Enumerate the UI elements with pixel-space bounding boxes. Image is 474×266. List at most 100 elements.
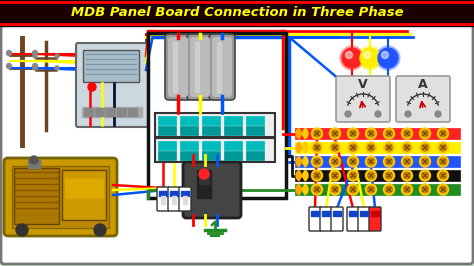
Wedge shape — [296, 128, 302, 139]
Circle shape — [346, 52, 353, 59]
Circle shape — [438, 170, 448, 181]
Circle shape — [313, 130, 320, 137]
Bar — [224, 151, 242, 160]
Circle shape — [419, 128, 430, 139]
Bar — [202, 126, 220, 135]
Wedge shape — [302, 184, 308, 195]
FancyBboxPatch shape — [76, 43, 148, 127]
FancyBboxPatch shape — [168, 187, 180, 211]
Bar — [202, 141, 220, 150]
Circle shape — [385, 144, 392, 151]
Circle shape — [401, 156, 412, 167]
Bar — [155, 138, 275, 162]
Circle shape — [199, 169, 209, 179]
Bar — [117, 108, 126, 116]
Circle shape — [340, 46, 364, 70]
Circle shape — [30, 156, 38, 164]
Bar — [106, 108, 115, 116]
FancyBboxPatch shape — [4, 158, 117, 236]
Circle shape — [435, 111, 441, 117]
Circle shape — [365, 184, 376, 195]
Bar — [83, 50, 139, 82]
Bar — [158, 116, 176, 125]
Circle shape — [349, 158, 356, 165]
Circle shape — [347, 128, 358, 139]
Circle shape — [439, 172, 447, 179]
Bar — [217, 42, 221, 92]
Bar — [199, 172, 209, 184]
Circle shape — [439, 186, 447, 193]
Circle shape — [349, 172, 356, 179]
Bar — [148, 33, 286, 198]
Bar — [246, 141, 264, 150]
Circle shape — [365, 170, 376, 181]
Wedge shape — [302, 142, 308, 153]
FancyBboxPatch shape — [190, 37, 210, 97]
Circle shape — [311, 184, 322, 195]
Circle shape — [7, 51, 11, 56]
Circle shape — [331, 144, 338, 151]
Circle shape — [378, 48, 398, 68]
FancyBboxPatch shape — [183, 162, 241, 218]
Circle shape — [33, 54, 37, 58]
Circle shape — [55, 66, 59, 70]
Circle shape — [329, 128, 340, 139]
Circle shape — [313, 158, 320, 165]
FancyBboxPatch shape — [347, 207, 359, 231]
Circle shape — [403, 158, 410, 165]
Circle shape — [345, 111, 351, 117]
FancyBboxPatch shape — [331, 207, 343, 231]
Circle shape — [403, 172, 410, 179]
Circle shape — [329, 170, 340, 181]
Bar — [246, 116, 264, 125]
Circle shape — [33, 66, 37, 70]
FancyBboxPatch shape — [396, 76, 450, 122]
Circle shape — [439, 144, 447, 151]
FancyBboxPatch shape — [369, 207, 381, 231]
FancyBboxPatch shape — [212, 37, 232, 97]
Circle shape — [365, 156, 376, 167]
Bar — [246, 126, 264, 135]
Bar — [183, 196, 187, 204]
Circle shape — [401, 184, 412, 195]
Circle shape — [349, 186, 356, 193]
Circle shape — [311, 128, 322, 139]
Circle shape — [311, 170, 322, 181]
Bar — [180, 116, 198, 125]
Bar — [82, 107, 142, 117]
Bar — [180, 126, 198, 135]
Bar — [224, 141, 242, 150]
Bar — [202, 151, 220, 160]
Circle shape — [383, 128, 394, 139]
Circle shape — [376, 46, 400, 70]
Bar — [14, 168, 59, 224]
Bar — [224, 116, 242, 125]
Circle shape — [364, 52, 371, 59]
Bar — [322, 211, 330, 216]
Circle shape — [385, 172, 392, 179]
Circle shape — [329, 184, 340, 195]
Circle shape — [383, 156, 394, 167]
Circle shape — [367, 186, 374, 193]
Wedge shape — [296, 184, 302, 195]
Bar — [295, 156, 460, 167]
Bar — [246, 151, 264, 160]
Bar — [295, 142, 460, 153]
Bar — [161, 196, 165, 204]
Wedge shape — [302, 170, 308, 181]
Bar — [333, 211, 341, 216]
Circle shape — [383, 142, 394, 153]
Circle shape — [331, 172, 338, 179]
Circle shape — [7, 64, 11, 69]
Circle shape — [329, 142, 340, 153]
Circle shape — [33, 51, 37, 56]
Circle shape — [358, 46, 382, 70]
Circle shape — [439, 158, 447, 165]
Circle shape — [438, 184, 448, 195]
Bar — [371, 211, 379, 216]
FancyBboxPatch shape — [179, 187, 191, 211]
Circle shape — [88, 83, 96, 91]
FancyBboxPatch shape — [165, 34, 191, 100]
Circle shape — [385, 186, 392, 193]
FancyBboxPatch shape — [209, 34, 235, 100]
